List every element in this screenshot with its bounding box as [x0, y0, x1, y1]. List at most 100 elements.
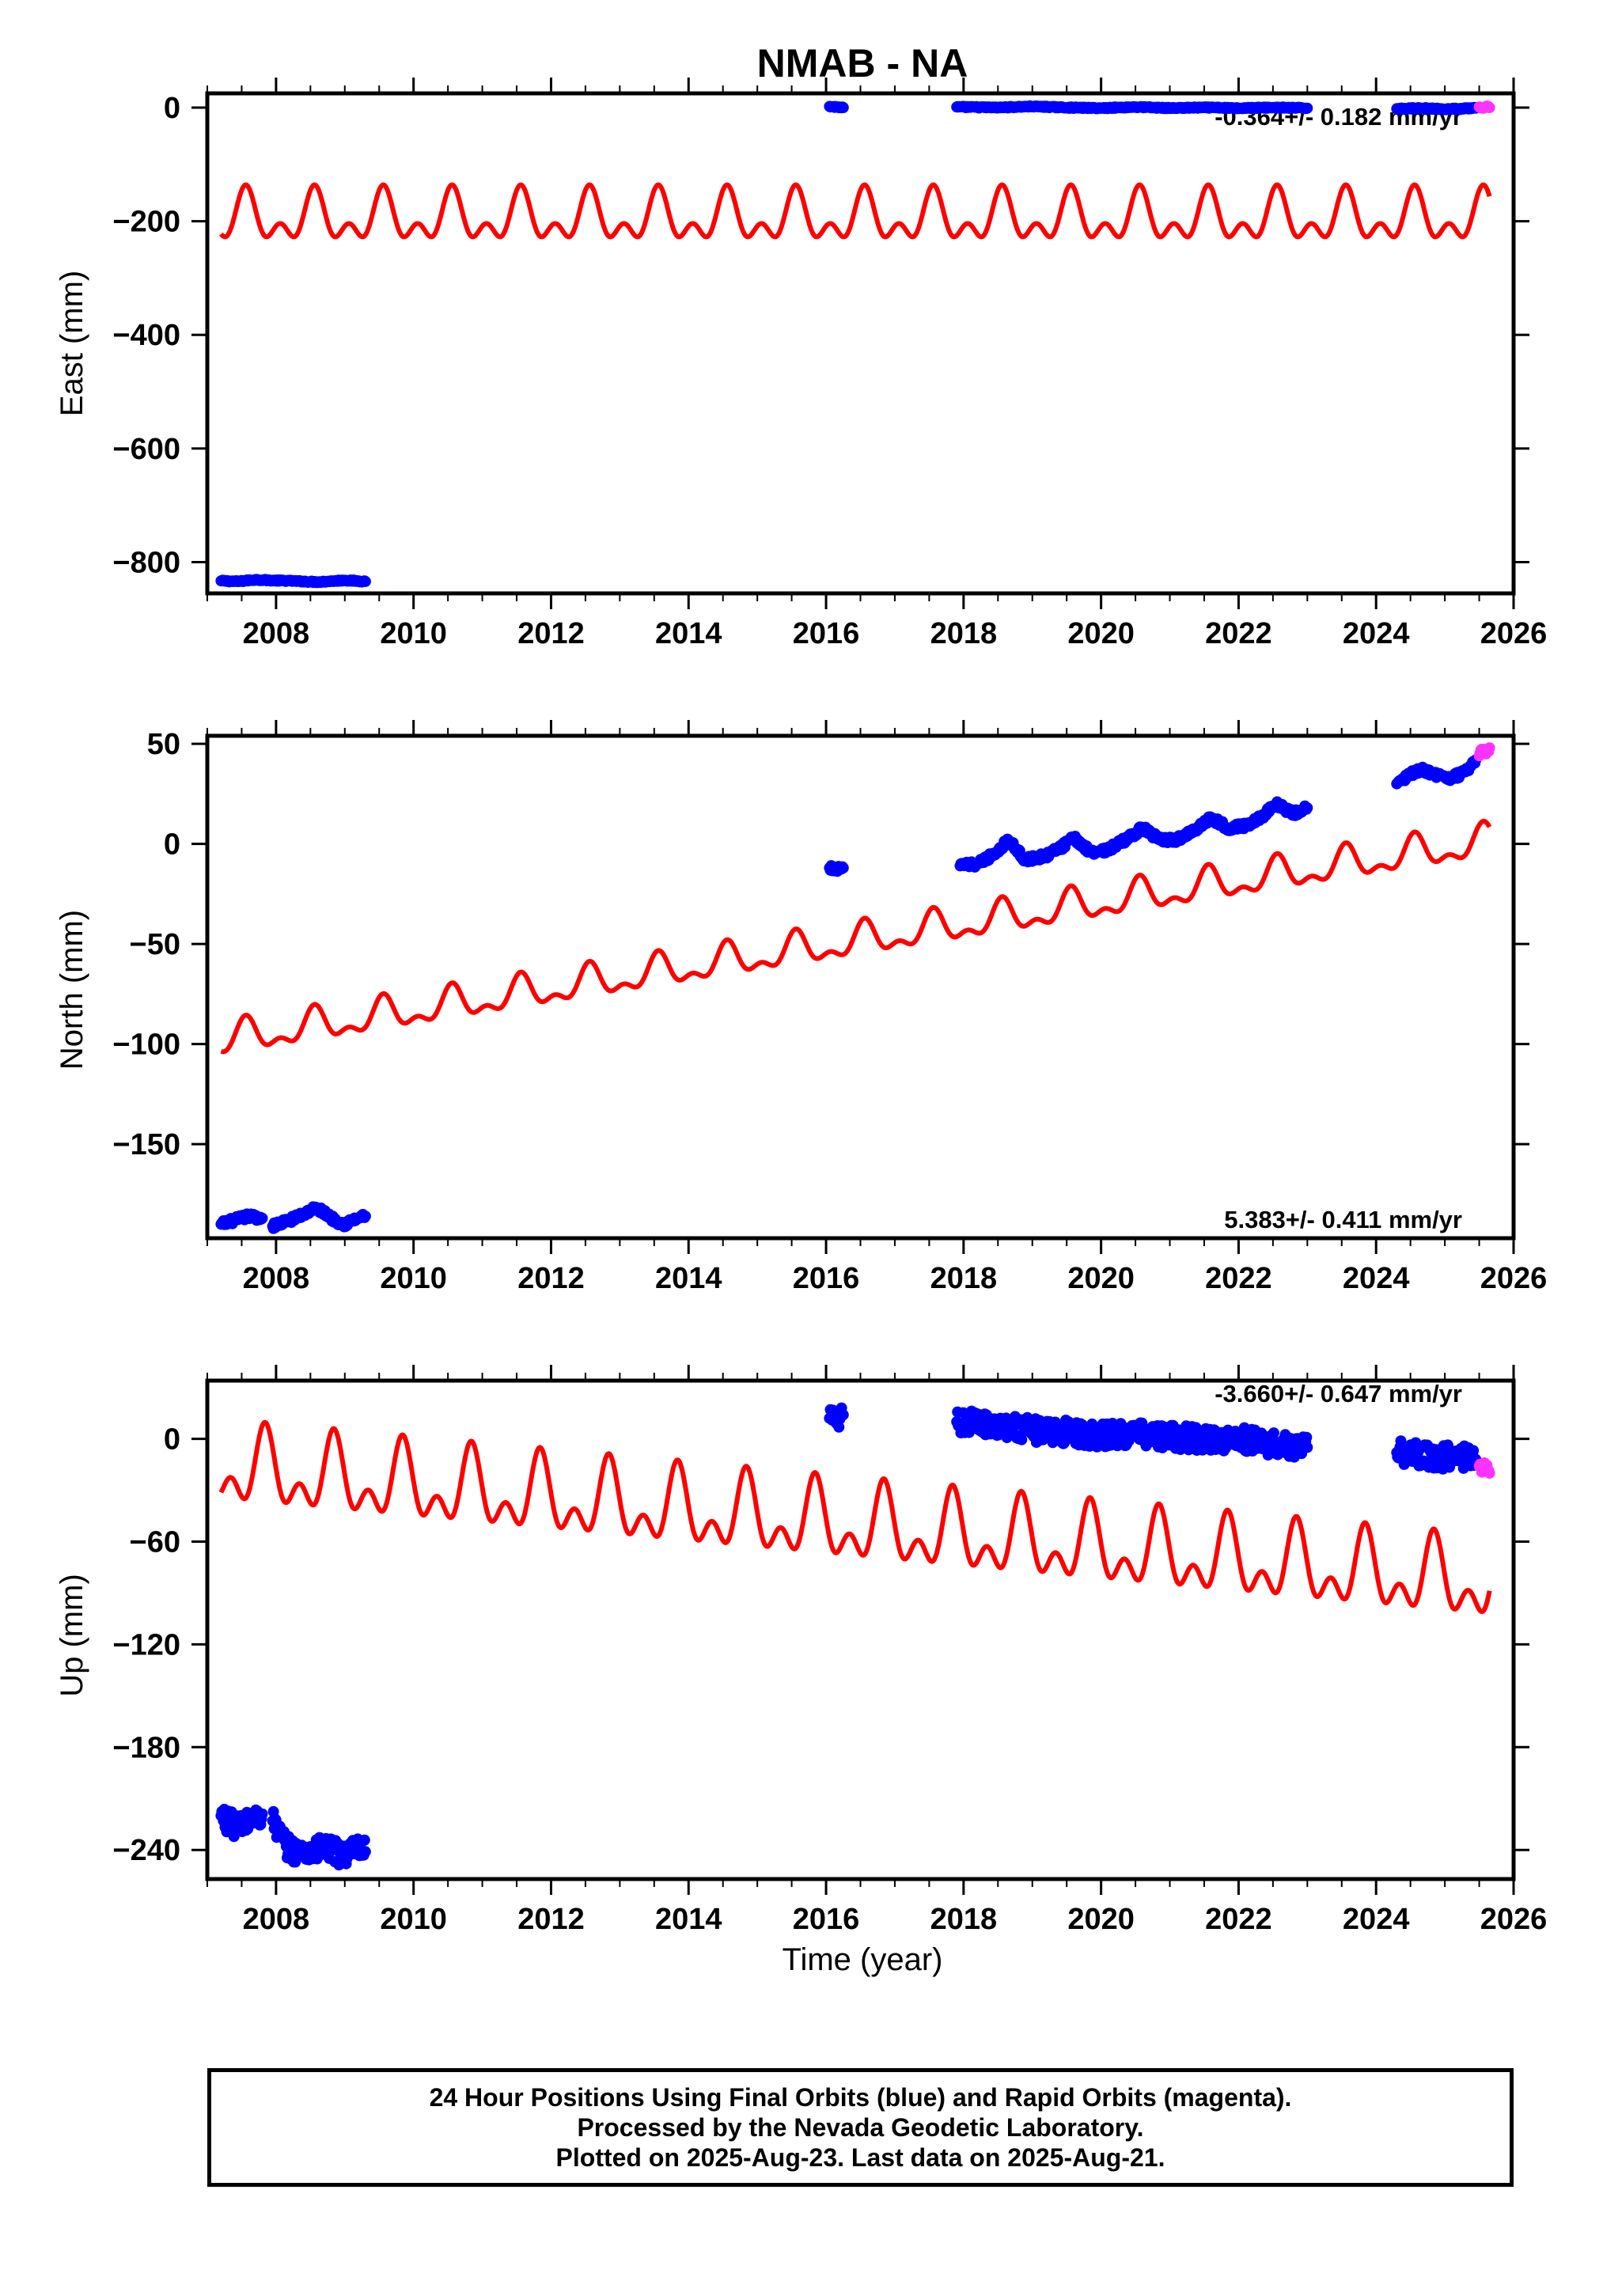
up-final_orbits-point	[833, 1421, 845, 1433]
north-x-tick-label: 2012	[517, 1262, 585, 1295]
north-y-tick-label: 0	[164, 828, 180, 862]
north-x-tick-label: 2022	[1205, 1262, 1272, 1295]
up-x-tick-label: 2014	[655, 1903, 722, 1936]
up-final_orbits-point	[1302, 1442, 1313, 1453]
north-x-tick-label: 2014	[655, 1262, 722, 1295]
up-y-tick-label: −180	[112, 1731, 180, 1764]
up-final_orbits-point	[1395, 1435, 1407, 1447]
up-final_orbits-segment	[267, 1805, 371, 1871]
east-rapid_orbits-point	[1484, 102, 1495, 113]
east-y-tick-label: −400	[112, 319, 180, 352]
north-rate-label: 5.383+/- 0.411 mm/yr	[1224, 1206, 1462, 1233]
north-final_orbits-segment	[954, 796, 1313, 873]
east-x-tick-label: 2010	[380, 617, 447, 650]
east-final_orbits-point	[1302, 102, 1313, 114]
north-x-tick-label: 2016	[793, 1262, 860, 1295]
north-final_orbits-segment	[824, 860, 849, 877]
east-final_orbits-segment	[824, 100, 849, 114]
east-plot-area	[215, 100, 1495, 589]
east-frame	[205, 91, 1516, 596]
north-final_orbits-segment	[215, 1208, 268, 1230]
up-final_orbits-point	[358, 1834, 370, 1846]
up-plot-area	[215, 1402, 1495, 1871]
north-rapid_orbits-point	[1484, 742, 1495, 754]
up-ylabel: Up (mm)	[55, 1574, 89, 1697]
up-rapid_orbits-segment	[1473, 1457, 1495, 1479]
north-final_orbits-point	[256, 1212, 268, 1224]
up-frame	[205, 1378, 1516, 1881]
east-x-tick-label: 2012	[517, 617, 585, 650]
east-final_orbits-point	[837, 102, 849, 113]
east-x-tick-label: 2026	[1480, 617, 1548, 650]
up-final_orbits-point	[1268, 1427, 1279, 1439]
north-final_orbits-point	[359, 1211, 371, 1222]
north-ylabel: North (mm)	[55, 910, 89, 1070]
up-final_orbits-point	[228, 1831, 240, 1843]
up-final_orbits-point	[359, 1846, 371, 1858]
east-x-tick-label: 2016	[793, 617, 860, 650]
up-final_orbits-segment	[215, 1803, 268, 1843]
east-final_orbits-point	[359, 575, 371, 587]
up-final_orbits-point	[1301, 1431, 1313, 1443]
up-final_orbits-segment	[1391, 1435, 1482, 1475]
east-y-tick-label: −600	[112, 433, 180, 466]
up-rapid_orbits-point	[1484, 1467, 1495, 1479]
up-x-tick-label: 2008	[243, 1903, 310, 1936]
east-x-tick-label: 2008	[243, 617, 310, 650]
east-panel: East (mm) -0.364+/- 0.182 mm/yr 2008 2010…	[55, 78, 1547, 650]
up-final_orbits-point	[1468, 1445, 1480, 1457]
up-final_orbits-segment	[951, 1405, 1313, 1463]
figure-title: NMAB - NA	[757, 41, 968, 85]
up-y-tick-label: 0	[164, 1423, 180, 1457]
north-x-tick-label: 2020	[1067, 1262, 1135, 1295]
north-x-tick-label: 2010	[380, 1262, 447, 1295]
east-final_orbits-segment	[215, 574, 371, 589]
up-x-tick-label: 2024	[1343, 1903, 1410, 1936]
info-line-orbits: 24 Hour Positions Using Final Orbits (bl…	[429, 2083, 1292, 2112]
up-y-tick-label: −240	[112, 1834, 180, 1867]
east-x-tick-label: 2022	[1205, 617, 1272, 650]
up-final_orbits-segment	[824, 1402, 849, 1433]
up-x-tick-label: 2020	[1067, 1903, 1135, 1936]
east-rapid_orbits-segment	[1473, 100, 1495, 114]
north-panel: North (mm) 5.383+/- 0.411 mm/yr 2008 2010…	[55, 720, 1547, 1295]
east-x-tick-label: 2024	[1343, 617, 1410, 650]
east-model-curve	[219, 182, 1492, 240]
east-final_orbits-segment	[1391, 101, 1482, 116]
up-y-tick-label: −120	[112, 1628, 180, 1661]
up-rate-label: -3.660+/- 0.647 mm/yr	[1215, 1380, 1462, 1408]
x-axis-label: Time (year)	[783, 1942, 943, 1977]
north-y-tick-label: −100	[112, 1029, 180, 1062]
up-x-tick-label: 2016	[793, 1903, 860, 1936]
up-final_orbits-point	[837, 1409, 849, 1421]
east-x-tick-label: 2018	[930, 617, 998, 650]
north-plot-area	[215, 742, 1495, 1234]
east-x-tick-label: 2020	[1067, 617, 1135, 650]
north-y-tick-label: −50	[130, 928, 180, 961]
north-y-tick-label: 50	[147, 728, 180, 761]
up-model-curve	[218, 1419, 1492, 1614]
up-final_orbits-point	[1016, 1434, 1028, 1445]
info-line-processor: Processed by the Nevada Geodetic Laborat…	[577, 2113, 1144, 2142]
north-frame	[205, 733, 1516, 1241]
up-final_orbits-point	[256, 1808, 268, 1820]
north-model-curve	[219, 818, 1492, 1055]
processing-info-box: 24 Hour Positions Using Final Orbits (bl…	[207, 2068, 1514, 2187]
north-rapid_orbits-segment	[1473, 742, 1495, 762]
up-x-tick-label: 2026	[1480, 1903, 1548, 1936]
east-ylabel: East (mm)	[55, 271, 89, 416]
up-panel: Up (mm) -3.660+/- 0.647 mm/yr 2008 2010 20…	[55, 1365, 1547, 1936]
north-x-tick-label: 2026	[1480, 1262, 1548, 1295]
east-y-tick-label: −200	[112, 206, 180, 239]
up-x-tick-label: 2012	[517, 1903, 585, 1936]
north-x-tick-label: 2018	[930, 1262, 998, 1295]
east-x-tick-label: 2014	[655, 617, 722, 650]
up-x-tick-label: 2010	[380, 1903, 447, 1936]
up-y-tick-label: −60	[130, 1526, 180, 1559]
north-x-tick-label: 2008	[243, 1262, 310, 1295]
north-final_orbits-point	[1302, 802, 1313, 814]
north-final_orbits-point	[837, 862, 849, 873]
info-line-dates: Plotted on 2025-Aug-23. Last data on 202…	[555, 2143, 1165, 2172]
north-final_orbits-segment	[267, 1201, 371, 1234]
